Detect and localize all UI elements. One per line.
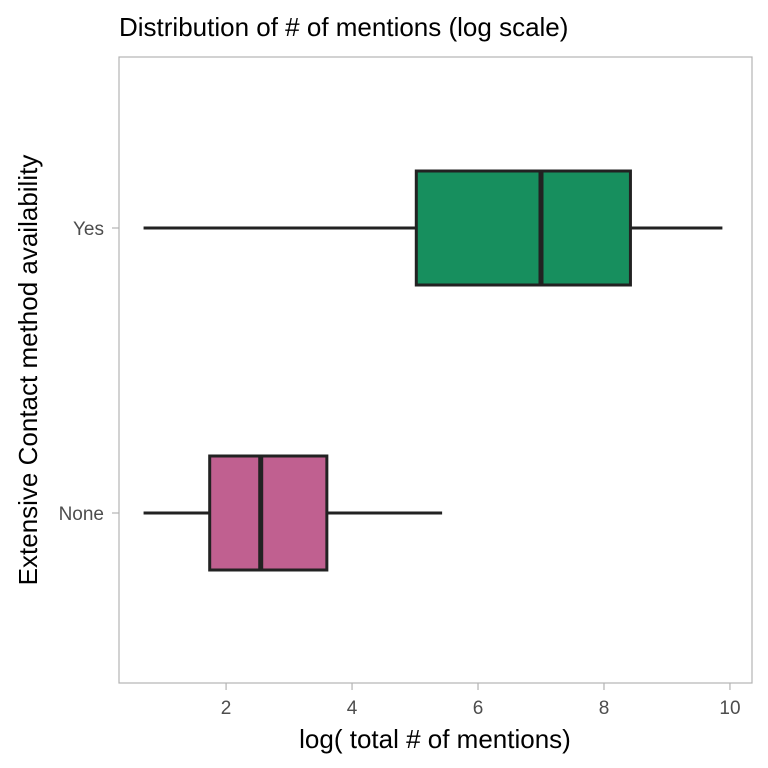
y-tick-label: Yes — [73, 219, 104, 240]
x-axis-title: log( total # of mentions) — [299, 724, 571, 754]
x-axis: 2 4 6 8 10 — [221, 683, 741, 719]
y-axis-title: Extensive Contact method availability — [13, 155, 43, 586]
x-tick-label: 4 — [347, 698, 358, 719]
interquartile-box — [208, 454, 329, 572]
box-plot-yes — [143, 169, 723, 287]
y-tick-label: None — [59, 504, 104, 525]
x-tick-label: 2 — [221, 698, 232, 719]
x-tick-label: 8 — [599, 698, 610, 719]
box-plot-none — [143, 454, 443, 572]
x-tick-label: 6 — [473, 698, 484, 719]
x-tick-label: 10 — [719, 698, 740, 719]
y-axis: None Yes — [59, 219, 119, 525]
chart-title: Distribution of # of mentions (log scale… — [119, 12, 568, 42]
plot-panel — [118, 56, 753, 684]
interquartile-box — [414, 169, 632, 287]
box-series — [143, 169, 723, 572]
